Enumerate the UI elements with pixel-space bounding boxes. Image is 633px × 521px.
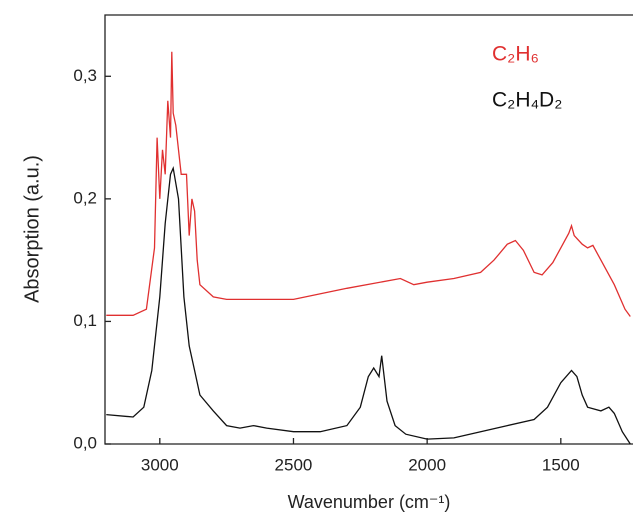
x-tick-label: 1500 [542,455,580,474]
y-tick-label: 0,0 [73,433,97,452]
x-tick-label: 2000 [408,455,446,474]
x-tick-label: 3000 [141,455,179,474]
x-axis-label: Wavenumber (cm⁻¹) [288,492,451,512]
spectrum-line [106,51,631,317]
spectrum-line [106,165,631,445]
x-tick-label: 2500 [275,455,313,474]
y-tick-label: 0,1 [73,311,97,330]
y-tick-label: 0,2 [73,188,97,207]
plot-frame [104,14,633,445]
legend-entry: C₂H₆ [492,43,539,66]
legend-entry: C₂H₄D₂ [492,89,562,112]
y-tick-label: 0,3 [73,66,97,85]
y-axis-label: Absorption (a.u.) [21,155,43,303]
